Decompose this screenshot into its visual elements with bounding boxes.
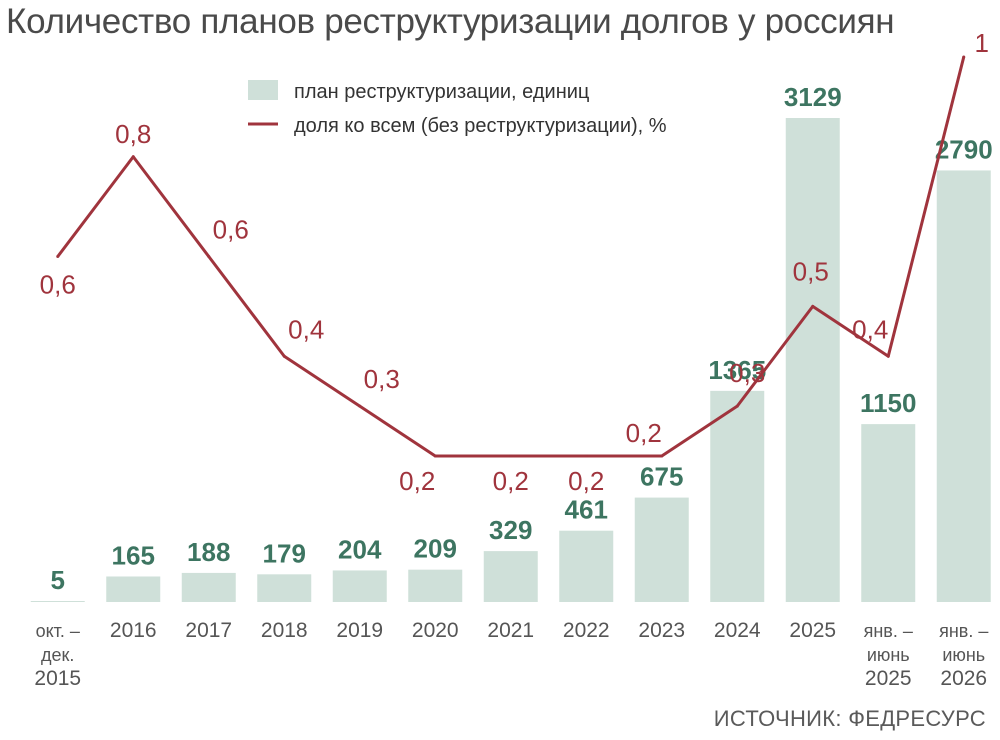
line-series (56, 55, 966, 458)
legend-bar-swatch (248, 80, 278, 100)
x-tick-label: 2024 (714, 619, 761, 642)
bar (181, 572, 236, 602)
x-tick-label: 2018 (261, 619, 308, 642)
x-tick-label: 2022 (563, 619, 610, 642)
bar-value-label: 1150 (860, 388, 916, 418)
bar-value-label: 165 (112, 540, 155, 570)
bar (408, 569, 463, 602)
share-value-label: 0,6 (40, 270, 76, 300)
bar-value-label: 675 (640, 462, 683, 492)
share-line-point (433, 454, 437, 458)
x-tick-label: окт. – дек. 2015 (34, 621, 81, 690)
share-line-point (735, 404, 739, 408)
share-line-point (131, 155, 135, 159)
share-value-label: 0,3 (729, 358, 765, 388)
share-line-point (886, 354, 890, 358)
share-line-point (207, 255, 211, 258)
share-line-point (509, 454, 513, 458)
x-tick-label: 2025 (789, 619, 836, 642)
bar (30, 601, 85, 602)
bar-value-label: 3129 (784, 82, 842, 112)
bar (710, 390, 765, 602)
line-labels: 0,6 0,8 0,6 0,4 0,3 0,2 0,2 0,2 0,2 0,3 0,5 0,4 1 (40, 28, 989, 496)
share-value-label: 0,2 (399, 466, 435, 496)
chart-title: Количество планов реструктуризации долго… (6, 2, 895, 41)
share-value-label: 0,2 (493, 466, 529, 496)
bar-value-label: 188 (187, 537, 230, 567)
share-line-point (584, 454, 588, 458)
bar (332, 570, 387, 602)
bar (785, 118, 840, 602)
share-line-point (962, 55, 966, 59)
share-line-point (56, 255, 60, 258)
x-tick-label: 2016 (110, 619, 157, 642)
share-value-label: 0,4 (288, 314, 324, 344)
bar (559, 530, 614, 602)
x-tick-label: янв. – июнь 2025 (864, 621, 913, 690)
share-value-label: 0,2 (626, 418, 662, 448)
share-value-label: 0,8 (115, 119, 151, 149)
share-line-point (282, 354, 286, 358)
bar-value-label: 461 (565, 495, 608, 525)
share-value-label: 0,3 (364, 364, 400, 394)
share-value-label: 0,6 (213, 215, 249, 245)
x-tick-label: 2021 (487, 619, 534, 642)
x-tick-label: 2020 (412, 619, 459, 642)
x-axis-ticks: окт. – дек. 2015 2016 2017 2018 2019 2020 2021 20… (34, 619, 988, 690)
legend: план реструктуризации, единиц доля ко вс… (248, 80, 667, 137)
share-line-point (660, 454, 664, 458)
share-value-label: 0,2 (568, 466, 604, 496)
bars (30, 118, 991, 602)
x-tick-label: 2019 (336, 619, 383, 642)
x-tick-label: янв. – июнь 2026 (939, 621, 988, 690)
bar-value-label: 5 (51, 565, 65, 595)
source-note: ИСТОЧНИК: ФЕДРЕСУРС (713, 706, 986, 731)
bar-value-label: 329 (489, 515, 532, 545)
bar (634, 497, 689, 602)
x-tick-label: 2017 (185, 619, 232, 642)
x-tick-label: 2023 (638, 619, 685, 642)
share-value-label: 0,4 (852, 314, 888, 344)
share-line-point (811, 304, 815, 308)
bar (106, 576, 161, 602)
bar-value-label: 179 (263, 538, 306, 568)
bar-value-label: 209 (414, 534, 457, 564)
share-line-point (358, 404, 362, 408)
share-value-label: 1 (975, 28, 989, 58)
bar (936, 170, 991, 602)
legend-line-label: доля ко всем (без реструктуризации), % (294, 115, 667, 137)
bar (483, 551, 538, 602)
legend-bar-label: план реструктуризации, единиц (294, 81, 589, 103)
share-value-label: 0,5 (793, 256, 829, 286)
bar-value-label: 204 (338, 534, 382, 564)
bar (861, 424, 916, 602)
bar (257, 574, 312, 602)
